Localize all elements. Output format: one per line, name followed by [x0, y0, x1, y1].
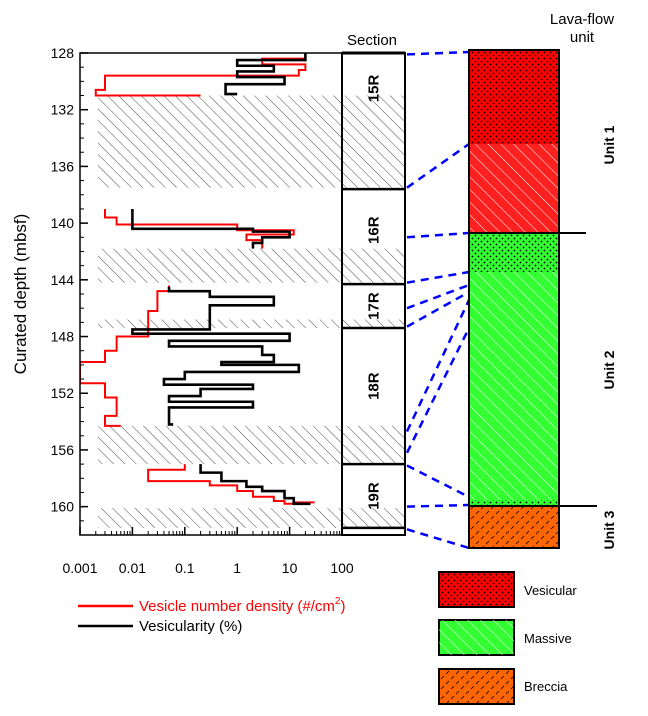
correlation-line — [406, 290, 470, 328]
no-recovery-zone — [98, 95, 342, 188]
legend-label-density: Vesicle number density (#/cm2) — [139, 596, 345, 615]
x-tick-label: 0.001 — [62, 560, 97, 576]
unit-label: Unit 2 — [601, 350, 617, 389]
y-tick-label: 152 — [51, 385, 75, 401]
correlation-line — [406, 231, 470, 239]
y-tick-label: 140 — [51, 215, 75, 231]
series-line-segment — [224, 53, 307, 96]
y-tick-label: 128 — [51, 45, 75, 61]
y-tick-label: 136 — [51, 158, 75, 174]
series-line-segment — [131, 208, 291, 249]
legend-swatch-breccia-dashes — [439, 669, 514, 704]
legend-right: Vesicular Massive Breccia — [438, 571, 577, 705]
section-label: 19R — [366, 482, 383, 510]
section-no-recovery — [342, 319, 405, 329]
depth-log-chart: 128 132 136 140 144 148 152 156 160 0.001 0.01 0.1… — [11, 45, 354, 576]
x-axis-ticks: 0.001 0.01 0.1 1 10 100 — [62, 527, 354, 576]
legend-label-vesicularity: Vesicularity (%) — [139, 618, 242, 635]
section-no-recovery — [342, 508, 405, 528]
y-axis-ticks: 128 132 136 140 144 148 152 156 160 — [51, 45, 88, 536]
unit3-breccia-pattern — [469, 506, 559, 548]
no-recovery-zone — [98, 319, 342, 329]
correlation-line — [406, 528, 470, 550]
legend-label-massive: Massive — [524, 631, 572, 646]
series-line-segment — [199, 464, 311, 506]
unit2-massive-pattern — [469, 272, 559, 500]
legend-swatch-vesicular-dots — [439, 572, 514, 607]
series-line-segment — [147, 464, 315, 505]
x-tick-label: 1 — [233, 560, 241, 576]
section-no-recovery — [342, 425, 405, 465]
section-label: 15R — [366, 75, 383, 103]
y-tick-label: 144 — [51, 272, 75, 288]
correlation-line — [406, 283, 470, 310]
unit1-vesicular-pattern — [469, 50, 559, 144]
y-tick-label: 148 — [51, 329, 75, 345]
lava-flow-column: Lava-flow unit Unit 1 Unit 2 Unit 3 — [468, 11, 617, 549]
section-no-recovery — [342, 95, 405, 188]
y-axis-label: Curated depth (mbsf) — [11, 214, 30, 375]
section-no-recovery — [342, 248, 405, 283]
series-line-segment — [131, 286, 301, 426]
legend-left: Vesicle number density (#/cm2) Vesicular… — [78, 596, 345, 635]
lava-column-frame — [468, 49, 560, 549]
section-column: Section 15R 16R 17R 18R 19R — [341, 32, 406, 536]
section-label: 18R — [366, 372, 383, 400]
correlation-line — [406, 50, 470, 56]
section-title: Section — [347, 32, 397, 49]
correlation-line — [406, 503, 470, 508]
x-tick-label: 100 — [330, 560, 354, 576]
correlation-lines — [405, 50, 471, 550]
unit2-vesicular-pattern — [469, 233, 559, 272]
series-line-segment — [80, 285, 171, 427]
legend-swatch-massive-hatch — [439, 620, 514, 655]
no-recovery-zone — [98, 508, 342, 528]
unit-label: Unit 1 — [601, 125, 617, 164]
legend-label-breccia: Breccia — [524, 679, 568, 694]
no-recovery-zone — [98, 425, 342, 465]
correlation-line — [406, 270, 470, 284]
y-tick-label: 132 — [51, 102, 75, 118]
y-tick-label: 156 — [51, 442, 75, 458]
unit1-massive-pattern — [469, 144, 559, 233]
y-tick-label: 160 — [51, 499, 75, 515]
correlation-line — [406, 464, 470, 499]
series-line-segment — [104, 208, 295, 249]
x-tick-label: 0.01 — [119, 560, 146, 576]
series-line-segment — [94, 55, 307, 97]
lava-title-line2: unit — [570, 29, 595, 46]
series-vesicularity — [131, 53, 311, 506]
section-label: 16R — [366, 216, 383, 244]
unit-label: Unit 3 — [601, 510, 617, 549]
section-label: 17R — [366, 292, 383, 320]
lava-title-line1: Lava-flow — [550, 11, 614, 28]
correlation-line — [405, 327, 471, 454]
correlation-line — [406, 142, 470, 189]
unit2-vesicular-base-pattern — [469, 500, 559, 506]
legend-label-vesicular: Vesicular — [524, 583, 577, 598]
x-tick-label: 0.1 — [175, 560, 195, 576]
x-tick-label: 10 — [282, 560, 298, 576]
correlation-line — [405, 299, 471, 433]
no-recovery-zones — [98, 95, 342, 528]
no-recovery-zone — [98, 248, 342, 283]
